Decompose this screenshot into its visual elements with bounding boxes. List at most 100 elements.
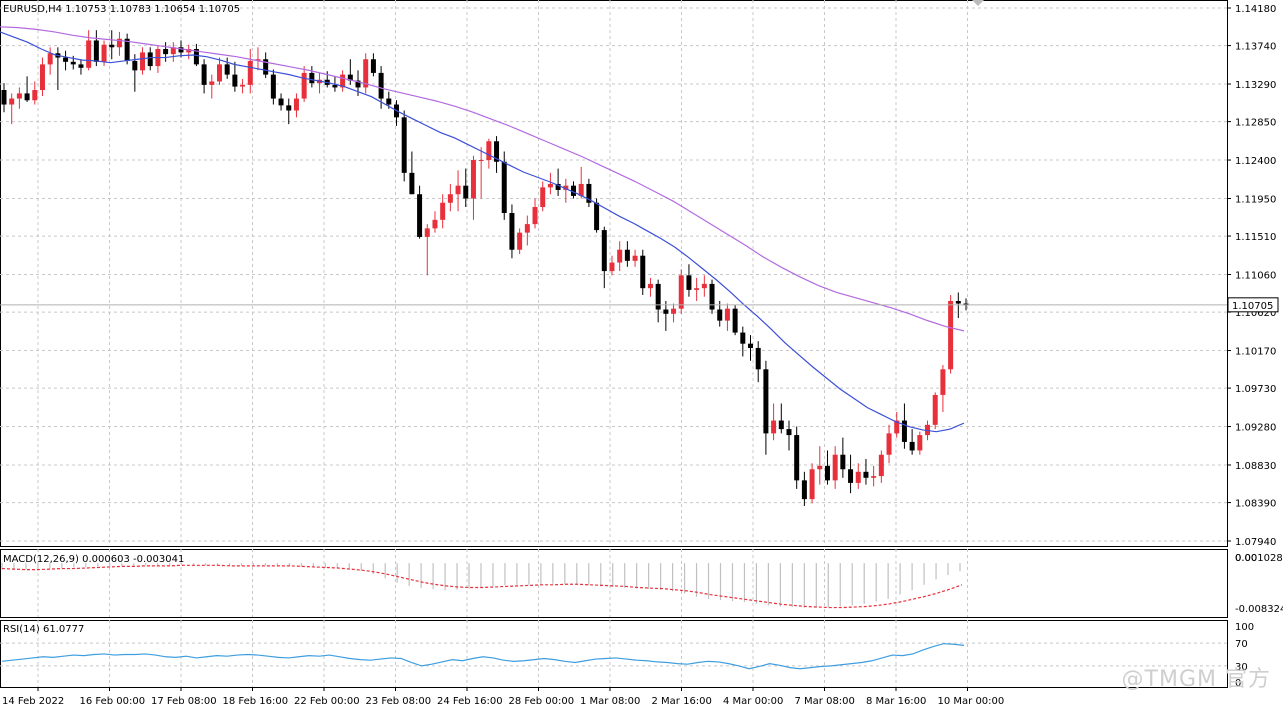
y-tick-label: 1.07940 — [1235, 537, 1276, 548]
candle-body — [193, 49, 199, 65]
candle-body — [686, 275, 692, 290]
macd-tick-label: -0.008324 — [1235, 604, 1283, 615]
macd-tick-label: 0.001028 — [1235, 553, 1283, 564]
candle-body — [417, 194, 423, 237]
rsi-tick-label: 70 — [1235, 639, 1248, 650]
candle-body — [571, 185, 577, 196]
candle-body — [116, 38, 122, 48]
rsi-line — [1, 643, 965, 670]
candle-body — [109, 44, 115, 48]
candle-body — [255, 59, 261, 61]
candle-body — [855, 471, 861, 483]
candle-body — [278, 98, 284, 106]
candle-body — [778, 420, 784, 430]
y-tick-label: 1.12400 — [1235, 156, 1276, 167]
x-tick-label: 24 Feb 16:00 — [437, 696, 503, 707]
candle-body — [732, 308, 738, 333]
candle-body — [224, 64, 230, 75]
candle-body — [293, 98, 299, 111]
scroll-marker-icon[interactable] — [972, 0, 984, 6]
candle-body — [901, 420, 907, 442]
candle-body — [817, 465, 823, 470]
candle-body — [632, 255, 638, 261]
candle-body — [140, 52, 146, 71]
candle-body — [909, 441, 915, 451]
macd-panel-frame — [0, 549, 1228, 618]
candle-body — [609, 262, 615, 272]
macd-label: MACD(12,26,9) 0.000603 -0.003041 — [3, 554, 184, 565]
candle-body — [501, 161, 507, 213]
candle-body — [16, 93, 22, 99]
candle-body — [509, 213, 515, 250]
candle-body — [794, 435, 800, 481]
rsi-label: RSI(14) 61.0777 — [3, 624, 84, 635]
rsi-panel-frame — [0, 620, 1228, 688]
macd-tick-label: 0.00 — [1235, 553, 1257, 564]
candle-body — [717, 309, 723, 321]
candle-body — [93, 40, 99, 62]
candle-body — [617, 249, 623, 263]
y-tick-label: 1.09280 — [1235, 423, 1276, 434]
candle-body — [347, 74, 353, 81]
candle-body — [948, 300, 954, 370]
candle-body — [124, 38, 130, 61]
candle-body — [440, 202, 446, 220]
candle-body — [232, 74, 238, 87]
y-tick-label: 1.09730 — [1235, 384, 1276, 395]
candle-body — [532, 207, 538, 225]
watermark-text: @TMGM 官方 — [1121, 667, 1271, 692]
x-tick-label: 4 Mar 00:00 — [723, 696, 783, 707]
candle-body — [24, 93, 30, 101]
candle-body — [724, 308, 730, 321]
candle-body — [455, 185, 461, 195]
candle-body — [409, 172, 415, 195]
candle-body — [678, 275, 684, 309]
candle-body — [586, 183, 592, 203]
candle-body — [447, 194, 453, 203]
y-tick-label: 1.11950 — [1235, 194, 1276, 205]
symbol-ohlc-header: EURUSD,H4 1.10753 1.10783 1.10654 1.1070… — [3, 4, 240, 15]
x-tick-label: 14 Feb 2022 — [2, 696, 64, 707]
y-tick-label: 1.10170 — [1235, 347, 1276, 358]
candle-body — [240, 84, 246, 87]
candle-body — [755, 347, 761, 370]
candle-body — [932, 394, 938, 425]
candle-body — [824, 465, 830, 481]
candle-body — [940, 369, 946, 395]
y-tick-label: 1.10620 — [1235, 308, 1276, 319]
candle-body — [147, 52, 153, 67]
candle-body — [47, 53, 53, 65]
x-tick-label: 23 Feb 08:00 — [366, 696, 432, 707]
candle-body — [86, 40, 92, 68]
candle-body — [832, 454, 838, 481]
rsi-tick-label: 100 — [1235, 622, 1254, 633]
candle-body — [9, 98, 15, 105]
candle-body — [594, 202, 600, 231]
candle-body — [70, 61, 76, 65]
candle-body — [578, 183, 584, 196]
candle-body — [540, 187, 546, 208]
candle-body — [101, 44, 107, 62]
candle-body — [848, 469, 854, 483]
candle-body — [309, 72, 315, 84]
candle-body — [871, 476, 877, 478]
candle-body — [178, 47, 184, 53]
candle-body — [332, 84, 338, 88]
x-tick-label: 18 Feb 16:00 — [223, 696, 289, 707]
candle-body — [955, 300, 961, 304]
candle-body — [163, 49, 169, 55]
candle-body — [39, 64, 45, 90]
y-tick-label: 1.08830 — [1235, 461, 1276, 472]
candle-body — [478, 160, 484, 162]
candle-body — [378, 72, 384, 99]
candle-body — [270, 74, 276, 99]
candle-body — [401, 117, 407, 173]
candle-body — [301, 72, 307, 99]
candle-body — [863, 471, 869, 478]
candle-body — [786, 429, 792, 436]
x-tick-label: 8 Mar 16:00 — [866, 696, 926, 707]
candle-body — [370, 59, 376, 73]
y-tick-label: 1.13740 — [1235, 42, 1276, 53]
x-tick-label: 17 Feb 08:00 — [151, 696, 217, 707]
